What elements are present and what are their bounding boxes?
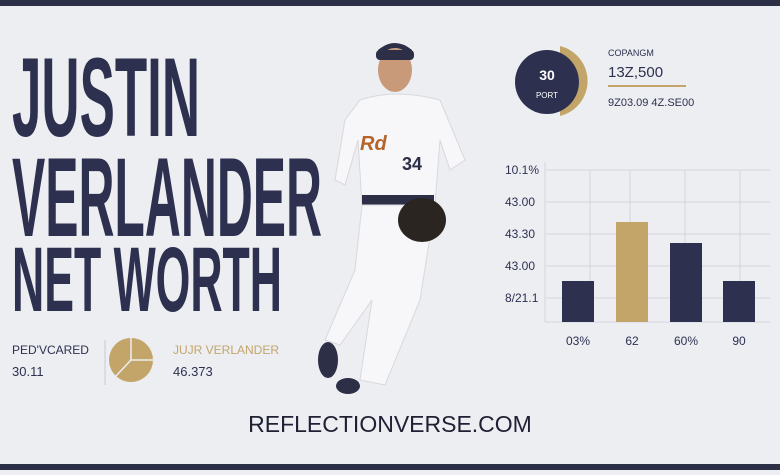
bottom-mid-label: JUJR VERLANDER	[173, 343, 279, 357]
x-label: 90	[732, 334, 746, 348]
bottom-left-label: PED'VCARED	[12, 343, 89, 357]
jersey-number: 34	[402, 154, 422, 174]
donut-value: 30	[539, 67, 555, 83]
bottom-left-value: 30.11	[12, 364, 44, 379]
title-line: VERLANDER	[12, 135, 322, 260]
x-label: 62	[625, 334, 639, 348]
stat-heading: COPANGM	[608, 48, 654, 58]
y-label: 8/21.1	[505, 291, 539, 305]
title-line: NET WORTH	[12, 229, 282, 331]
bottom-bar	[0, 464, 780, 470]
jersey-script: Rd	[360, 133, 387, 155]
bar	[670, 243, 702, 322]
y-label: 43.00	[505, 195, 535, 209]
bar	[616, 222, 648, 322]
stat-sub: 9Z03.09 4Z.SE00	[608, 97, 694, 109]
footer: REFLECTIONVERSE.COM	[248, 411, 532, 437]
y-label: 10.1%	[505, 163, 539, 177]
y-label: 43.00	[505, 259, 535, 273]
bar	[723, 281, 755, 322]
player-illustration: Rd 34	[318, 43, 466, 394]
donut	[515, 50, 579, 114]
top-bar	[0, 0, 780, 6]
pie-lines	[115, 338, 153, 377]
x-label: 03%	[566, 334, 590, 348]
bottom-mid-value: 46.373	[173, 364, 213, 379]
donut-label: PORT	[536, 91, 558, 100]
title-line: JUSTIN	[12, 35, 200, 160]
donut-arc	[560, 46, 588, 116]
y-label: 43.30	[505, 227, 535, 241]
x-label: 60%	[674, 334, 698, 348]
bar	[562, 281, 594, 322]
stat-value: 13Z,500	[608, 64, 663, 81]
